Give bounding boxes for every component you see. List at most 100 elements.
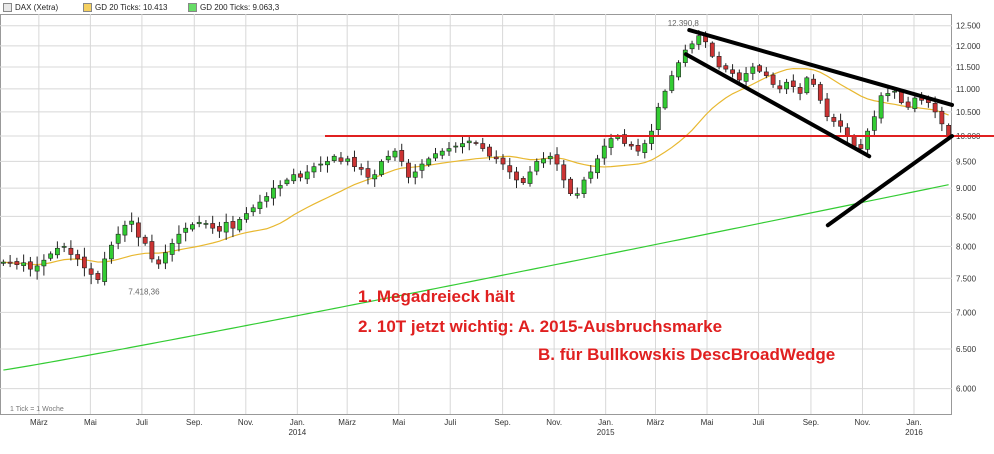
x-tick-label: Sep. [494, 418, 510, 427]
candle-body [730, 69, 735, 74]
candle-body [581, 179, 587, 194]
candle-body [898, 91, 904, 103]
candle-body [142, 236, 148, 244]
candle-body [473, 142, 479, 144]
y-tick-label: 8.500 [956, 212, 977, 221]
candle-body [723, 65, 729, 70]
legend-sma20-label: GD 20 Ticks: 10.413 [95, 3, 168, 12]
candle-body [662, 90, 668, 109]
candle-body [311, 166, 317, 173]
y-tick-label: 6.000 [956, 385, 977, 394]
candle-body [676, 62, 681, 78]
candle-body [790, 80, 796, 87]
candle-body [487, 146, 492, 157]
candle-body [426, 158, 432, 166]
trendline-2 [683, 52, 872, 159]
candle-body [34, 265, 40, 272]
annotation-line-1: 1. Megadreieck hält [358, 287, 515, 306]
candle-body [115, 233, 121, 244]
candle-body [223, 221, 229, 233]
candle-body [804, 77, 810, 94]
candle-body [460, 143, 465, 148]
candle-body [628, 143, 634, 147]
candle-body [129, 220, 135, 225]
x-tick-label: Sep. [803, 418, 819, 427]
candle-body [277, 185, 283, 189]
candle-body [601, 145, 607, 159]
candle-body [385, 155, 391, 161]
candle-body [709, 42, 715, 57]
candle-body [541, 158, 546, 164]
x-tick-year-label: 2016 [905, 428, 923, 437]
candle-body [271, 187, 276, 199]
candle-body [939, 110, 945, 125]
annotation-line-3: B. für Bullkowskis DescBroadWedge [538, 345, 835, 364]
x-tick-label: Juli [444, 418, 456, 427]
candle-body [75, 254, 81, 260]
candle-body [109, 244, 114, 260]
candle-body [82, 256, 87, 269]
candle-body [892, 90, 898, 93]
y-tick-label: 7.500 [956, 274, 977, 283]
candle-body [514, 171, 519, 181]
candle-body [574, 193, 580, 196]
x-tick-label: Mai [392, 418, 405, 427]
candle-body [493, 156, 499, 160]
candle-body [622, 134, 627, 144]
candle-body [946, 125, 952, 137]
candle-body [237, 219, 243, 231]
y-tick-label: 7.000 [956, 308, 977, 317]
candle-body [777, 85, 783, 90]
candle-body [190, 224, 195, 230]
legend-symbol-swatch-icon [3, 3, 12, 12]
candle-body [284, 179, 290, 185]
trendline-3 [825, 134, 954, 228]
legend-sma200-swatch-icon [188, 3, 197, 12]
candle-body [851, 135, 857, 147]
x-tick-label: März [647, 418, 665, 427]
candle-body [507, 165, 513, 173]
candle-body [466, 140, 472, 144]
x-tick-label: Sep. [186, 418, 202, 427]
candle-body [102, 258, 108, 282]
candle-body [500, 157, 506, 165]
y-tick-label: 10.500 [956, 108, 981, 117]
candle-body [561, 164, 567, 181]
candle-body [257, 201, 263, 209]
candle-body [176, 233, 182, 244]
x-tick-label: Juli [753, 418, 765, 427]
candle-body [264, 196, 270, 202]
candle-body [352, 156, 357, 167]
y-tick-label: 11.500 [956, 63, 980, 72]
y-tick-label: 6.500 [956, 345, 977, 354]
candle-body [7, 261, 13, 264]
candle-body [669, 75, 675, 91]
candle-body [446, 148, 452, 152]
candle-body [298, 173, 303, 178]
y-tick-label: 12.500 [956, 22, 981, 31]
candle-body [14, 261, 20, 265]
candle-body [439, 150, 445, 156]
candle-body [345, 158, 351, 162]
legend-sma200-label: GD 200 Ticks: 9.063,3 [200, 3, 280, 12]
candle-body [250, 207, 256, 213]
candle-body [54, 247, 60, 256]
candle-body [453, 145, 459, 148]
y-tick-label: 11.000 [956, 85, 980, 94]
candle-body [95, 273, 101, 280]
candle-body [635, 144, 641, 152]
candle-body [0, 261, 6, 264]
candle-body [763, 71, 769, 76]
legend-sma20-swatch-icon [83, 3, 92, 12]
sma20-line [3, 67, 949, 266]
annotation-line-2: 2. 10T jetzt wichtig: A. 2015-Ausbruchsm… [358, 317, 722, 336]
candle-body [838, 120, 843, 127]
candle-body [831, 117, 837, 122]
candle-body [304, 171, 310, 180]
candle-body [588, 171, 594, 179]
candle-body [244, 213, 249, 220]
candle-body [163, 252, 168, 264]
interval-footnote: 1 Tick = 1 Woche [10, 406, 64, 413]
x-tick-label: Juli [136, 418, 148, 427]
